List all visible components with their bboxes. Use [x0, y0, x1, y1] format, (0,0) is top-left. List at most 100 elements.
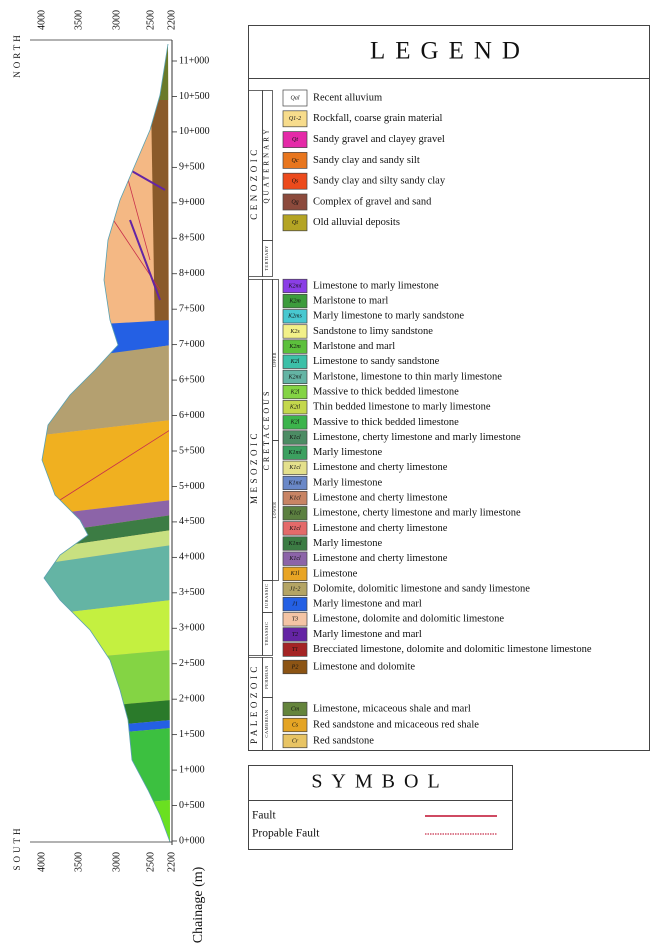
unit-description: Rockfall, coarse grain material [313, 113, 443, 124]
unit-description: Limestone [313, 568, 358, 579]
unit-swatch [282, 521, 308, 536]
chainage-label: 7+500 [179, 303, 205, 314]
unit-swatch [282, 612, 308, 627]
unit-swatch [282, 324, 308, 339]
chainage-label: 3+500 [179, 587, 205, 598]
chainage-label: 6+000 [179, 410, 205, 421]
unit-swatch [282, 400, 308, 415]
period-label: CAMBRIAN [264, 709, 269, 738]
unit-swatch [282, 491, 308, 506]
elevation-label: 3000 [111, 852, 122, 872]
unit-code: Qg [291, 199, 298, 205]
unit-description: Limestone and dolomite [313, 661, 415, 672]
unit-description: Sandy clay and sandy silt [313, 155, 420, 166]
unit-code: Qs [292, 179, 299, 185]
unit-swatch [282, 717, 308, 733]
strata-box [262, 240, 273, 277]
unit-swatch [282, 642, 308, 657]
period-label: PERMIAN [264, 665, 269, 689]
unit-description: Limestone, dolomite and dolomitic limest… [313, 614, 504, 625]
elevation-label: 3500 [73, 852, 84, 872]
chainage-label: 2+500 [179, 658, 205, 669]
unit-swatch [282, 475, 308, 491]
strata-box [272, 440, 279, 581]
unit-description: Red sandstone [313, 735, 374, 746]
unit-code: K1cl [288, 556, 301, 562]
chainage-label: 9+000 [179, 197, 205, 208]
elevation-label: 4000 [36, 10, 47, 30]
chainage-label: 1+000 [179, 764, 205, 775]
unit-description: Limestone and cherty limestone [313, 553, 448, 564]
unit-code: Qt [292, 137, 298, 143]
unit-description: Thin bedded limestone to marly limestone [313, 402, 491, 413]
period-label: TERTIARY [264, 245, 269, 271]
unit-code: K1cl [288, 526, 301, 532]
unit-swatch [282, 445, 308, 460]
unit-code: Cm [291, 706, 300, 712]
symbol-title: SYMBOL [311, 771, 448, 793]
unit-code: K2ml [287, 283, 301, 289]
unit-description: Old alluvial deposits [313, 217, 400, 228]
unit-swatch [282, 89, 308, 107]
unit-description: Limestone to sandy sandstone [313, 356, 440, 367]
chainage-label: 10+500 [179, 91, 210, 102]
unit-description: Marlstone, limestone to thin marly limes… [313, 371, 502, 382]
elevation-label: 2200 [166, 10, 177, 30]
unit-swatch [282, 152, 308, 169]
unit-description: Recent alluvium [313, 92, 382, 103]
period-label: QUATERNARY [263, 126, 271, 203]
chainage-label: 0+000 [179, 835, 205, 846]
legend-title: LEGEND [370, 38, 530, 65]
unit-description: Complex of gravel and sand [313, 196, 432, 207]
unit-code: K2l [290, 389, 300, 395]
unit-code: T2 [292, 632, 298, 638]
elevation-label: 3500 [73, 10, 84, 30]
unit-swatch [282, 354, 308, 369]
epoch-label: UPPER [272, 352, 277, 367]
unit-description: Red sandstone and micaceous red shale [313, 719, 479, 730]
unit-description: Marlstone and marl [313, 341, 395, 352]
cross-section [42, 44, 170, 842]
unit-description: Limestone and cherty limestone [313, 523, 448, 534]
unit-swatch [282, 214, 308, 232]
elevation-label: 2200 [166, 852, 177, 872]
unit-code: J1 [292, 602, 298, 608]
unit-code: T1 [292, 647, 298, 653]
unit-description: Marly limestone to marly sandstone [313, 311, 464, 322]
chainage-label: 8+500 [179, 233, 205, 244]
unit-description: Marly limestone [313, 447, 382, 458]
period-label: CRETACEOUS [262, 389, 271, 471]
unit-description: Limestone, micaceous shale and marl [313, 703, 471, 714]
unit-code: Qc [292, 158, 299, 164]
unit-code: K1ml [287, 541, 301, 547]
unit-swatch [282, 430, 308, 445]
chainage-label: 0+500 [179, 800, 205, 811]
era-label: PALEOZOIC [249, 663, 259, 744]
unit-code: K2m [288, 299, 301, 305]
north-label: NORTH [12, 32, 22, 77]
elevation-label: 2500 [145, 10, 156, 30]
unit-swatch [282, 278, 308, 294]
unit-swatch [282, 339, 308, 354]
symbol-frame [248, 765, 513, 850]
unit-swatch [282, 701, 308, 717]
unit-description: Marly limestone and marl [313, 629, 422, 640]
chainage-label: 10+000 [179, 126, 210, 137]
axis-title: Chainage (m) [191, 866, 206, 943]
strata-box [262, 697, 273, 751]
unit-swatch [282, 110, 308, 128]
chainage-label: 5+000 [179, 481, 205, 492]
unit-description: Marly limestone [313, 538, 382, 549]
unit-description: Marly limestone and marl [313, 599, 422, 610]
unit-description: Massive to thick bedded limestone [313, 417, 459, 428]
chainage-label: 5+500 [179, 445, 205, 456]
unit-swatch [282, 294, 308, 309]
unit-swatch [282, 415, 308, 430]
unit-code: K2ml [287, 374, 301, 380]
unit-swatch [282, 193, 308, 211]
unit-swatch [282, 131, 308, 148]
unit-code: K1cl [288, 435, 301, 441]
unit-swatch [282, 733, 308, 749]
unit-code: K1cl [288, 511, 301, 517]
